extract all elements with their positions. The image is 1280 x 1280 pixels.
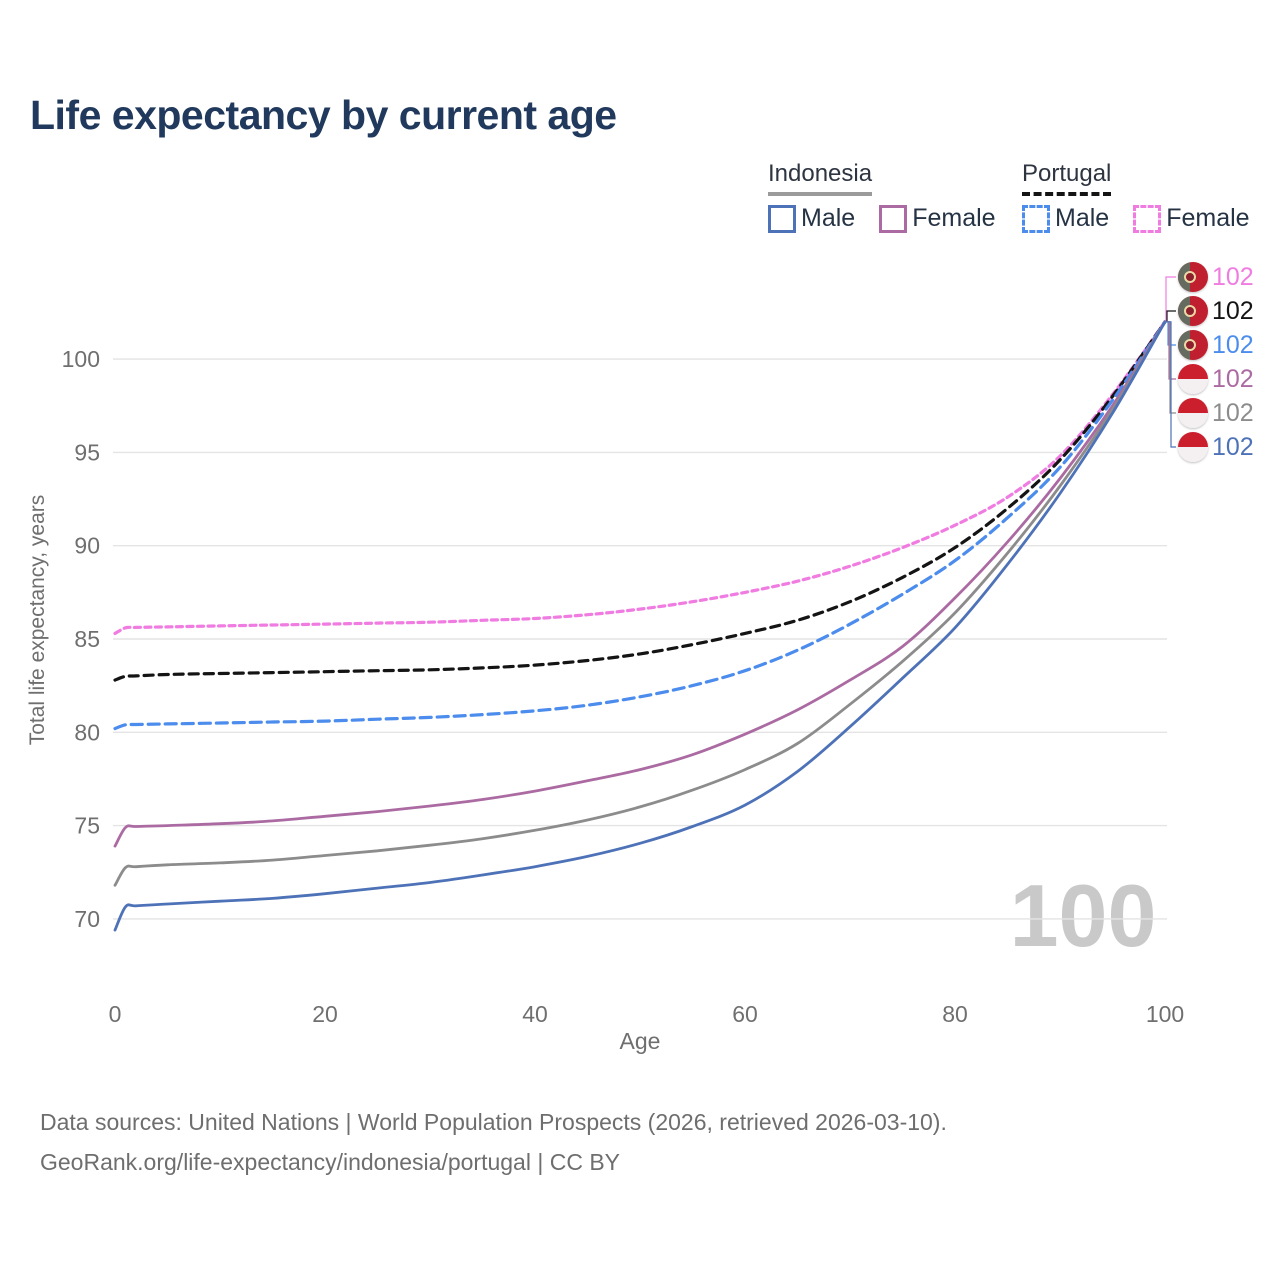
legend-item-indonesia-female[interactable]: Female [879, 204, 996, 233]
series-line-indonesia-total[interactable] [113, 320, 1167, 887]
age-counter-watermark: 100 [1010, 866, 1157, 965]
series-line-indonesia-male[interactable] [113, 320, 1167, 932]
legend-item-label: Male [1055, 204, 1110, 232]
series-line-indonesia-female[interactable] [113, 320, 1167, 848]
end-label-value: 102 [1212, 399, 1254, 427]
indonesia-flag-icon [1178, 432, 1208, 462]
series-line-portugal-male[interactable] [113, 320, 1167, 731]
end-label-value: 102 [1212, 263, 1254, 291]
footer-data-sources: Data sources: United Nations | World Pop… [40, 1109, 947, 1135]
legend-group-portugal: Portugal Male Female [1022, 160, 1250, 233]
legend-item-label: Female [1166, 204, 1250, 232]
end-label-value: 102 [1212, 331, 1254, 359]
x-tick-label: 40 [522, 1001, 548, 1027]
x-tick-label: 100 [1146, 1001, 1184, 1027]
x-tick-label: 0 [109, 1001, 122, 1027]
legend-group-indonesia: Indonesia Male Female [768, 160, 996, 233]
page-title: Life expectancy by current age [30, 92, 617, 138]
portugal-female-swatch-icon [1133, 204, 1162, 233]
x-tick-label: 80 [942, 1001, 968, 1027]
y-tick-label: 85 [74, 626, 100, 652]
legend-item-portugal-male[interactable]: Male [1022, 204, 1109, 233]
y-tick-label: 70 [74, 906, 100, 932]
indonesia-male-swatch-icon [768, 204, 796, 233]
footer-attribution: GeoRank.org/life-expectancy/indonesia/po… [40, 1149, 621, 1175]
legend-country-indonesia[interactable]: Indonesia [768, 160, 873, 196]
chart-footer: Data sources: United Nations | World Pop… [40, 1102, 947, 1182]
legend-country-portugal[interactable]: Portugal [1022, 160, 1112, 196]
y-tick-label: 75 [74, 813, 100, 839]
y-tick-label: 90 [74, 533, 100, 559]
end-label-leader-indonesia-male [1165, 321, 1176, 448]
legend-item-label: Female [912, 204, 996, 232]
portugal-flag-icon [1178, 330, 1208, 360]
end-label-value: 102 [1212, 297, 1254, 325]
end-label-value: 102 [1212, 433, 1254, 461]
indonesia-flag-icon [1178, 398, 1208, 428]
indonesia-flag-icon [1178, 364, 1208, 394]
x-tick-label: 60 [732, 1001, 758, 1027]
x-tick-label: 20 [312, 1001, 338, 1027]
end-label-leader-portugal-total [1165, 310, 1176, 323]
series-line-portugal-total[interactable] [113, 320, 1167, 682]
legend-item-indonesia-male[interactable]: Male [768, 204, 855, 233]
portugal-flag-icon [1178, 296, 1208, 326]
legend-item-label: Male [801, 204, 856, 232]
x-axis-title: Age [619, 1028, 661, 1054]
series-line-portugal-female[interactable] [113, 320, 1167, 635]
portugal-male-swatch-icon [1022, 204, 1050, 233]
end-label-value: 102 [1212, 365, 1254, 393]
legend-item-portugal-female[interactable]: Female [1133, 204, 1250, 233]
y-tick-label: 95 [74, 439, 100, 465]
indonesia-female-swatch-icon [879, 204, 908, 233]
y-tick-label: 80 [74, 719, 100, 745]
portugal-flag-icon [1178, 262, 1208, 292]
y-tick-label: 100 [62, 346, 100, 372]
y-axis-title: Total life expectancy, years [26, 494, 49, 746]
